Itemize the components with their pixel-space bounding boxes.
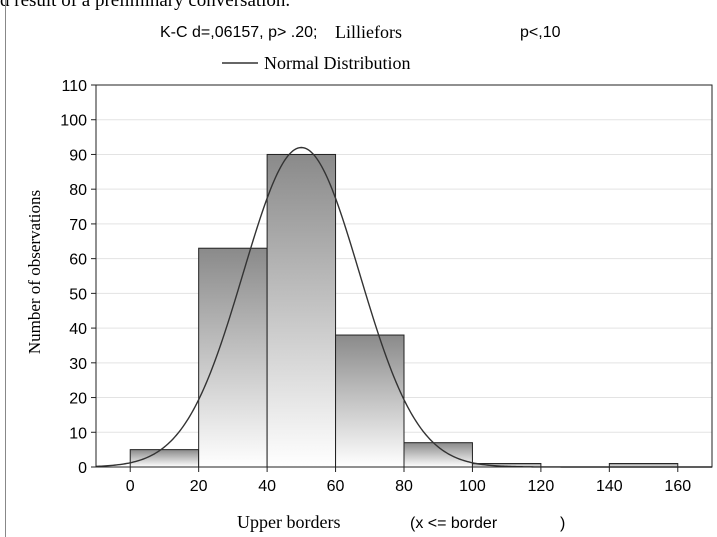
document-text-fragment: d result of a preliminary conversation. [0, 0, 291, 11]
chart-title-stat: K-C d=,06157, p> .20; [160, 24, 317, 41]
x-axis-ticks: 0 20 40 60 80 100 120 140 160 [126, 467, 691, 495]
histogram-bar [335, 334, 405, 468]
y-axis-label: Number of observations [25, 190, 44, 354]
legend-label: Normal Distribution [264, 53, 411, 73]
y-tick-label: 110 [61, 78, 87, 95]
bar-group [129, 153, 679, 468]
chart-title-test: Lilliefors [335, 22, 402, 42]
x-tick-label: 80 [395, 478, 413, 495]
y-tick-label: 50 [69, 286, 87, 303]
x-axis-label: Upper borders [237, 512, 340, 532]
x-tick-label: 60 [327, 478, 345, 495]
x-tick-label: 140 [596, 478, 623, 495]
histogram-bar [266, 153, 337, 468]
x-tick-label: 40 [258, 478, 276, 495]
y-tick-label: 70 [69, 217, 87, 234]
histogram-bar [129, 449, 200, 468]
x-axis-label-formula: (x <= border [410, 515, 498, 532]
y-tick-label: 100 [60, 113, 87, 130]
x-tick-label: 160 [664, 478, 691, 495]
x-tick-label: 0 [126, 478, 135, 495]
x-tick-label: 100 [459, 478, 486, 495]
histogram-bar [198, 247, 268, 468]
x-tick-label: 120 [528, 478, 555, 495]
x-axis-label-close: ) [560, 515, 565, 532]
y-tick-label: 60 [69, 252, 87, 269]
chart-title-p: p<,10 [520, 24, 561, 41]
y-tick-label: 20 [69, 391, 87, 408]
y-tick-label: 80 [69, 182, 87, 199]
x-tick-label: 20 [190, 478, 208, 495]
y-tick-label: 90 [69, 147, 87, 164]
y-tick-label: 30 [69, 356, 87, 373]
y-tick-label: 0 [78, 460, 87, 477]
y-tick-label: 10 [69, 425, 87, 442]
y-axis-ticks: 0 10 20 30 40 50 60 70 80 90 100 110 [60, 78, 96, 477]
page-margin-rule [5, 0, 6, 537]
y-tick-label: 40 [69, 321, 87, 338]
